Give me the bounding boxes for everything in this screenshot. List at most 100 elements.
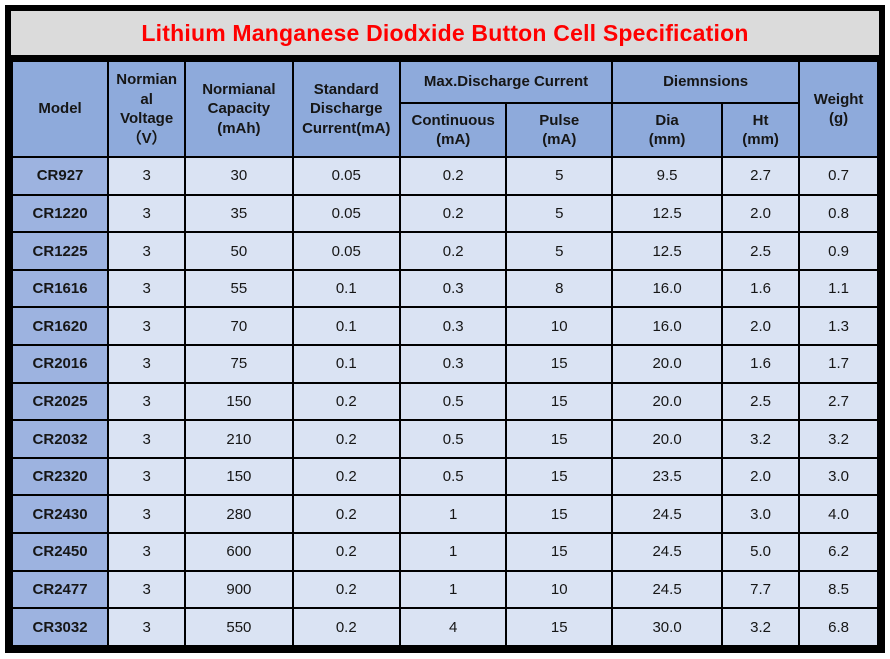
value-cell: 3 [107,456,187,497]
value-cell: 3 [107,344,187,384]
model-cell: CR2430 [10,494,110,535]
value-cell: 0.7 [798,156,879,196]
value-cell: 0.2 [398,193,508,234]
value-cell: 280 [184,494,294,535]
value-cell: 12.5 [611,231,724,271]
value-cell: 16.0 [611,268,724,309]
value-cell: 0.2 [291,494,401,535]
value-cell: 3.2 [721,607,801,647]
value-cell: 23.5 [611,456,724,497]
value-cell: 3.0 [721,494,801,535]
model-cell: CR3032 [10,607,110,647]
value-cell: 15 [505,607,614,647]
table-row: CR1225 3 50 0.05 0.2 5 12.5 2.5 0.9 [10,231,879,271]
value-cell: 70 [184,306,294,347]
value-cell: 24.5 [611,569,724,610]
value-cell: 2.7 [798,381,879,422]
value-cell: 16.0 [611,306,724,347]
value-cell: 0.8 [798,193,879,234]
value-cell: 4 [398,607,508,647]
value-cell: 15 [505,494,614,535]
model-cell: CR2025 [10,381,110,422]
value-cell: 0.1 [291,344,401,384]
value-cell: 3 [107,569,187,610]
value-cell: 30.0 [611,607,724,647]
model-cell: CR2016 [10,344,110,384]
header-group-row: Model Normian al Voltage （V） Normianal C… [10,60,879,158]
value-cell: 9.5 [611,156,724,196]
value-cell: 15 [505,456,614,497]
value-cell: 3 [107,231,187,271]
value-cell: 3 [107,381,187,422]
value-cell: 10 [505,569,614,610]
value-cell: 3 [107,306,187,347]
value-cell: 550 [184,607,294,647]
value-cell: 8 [505,268,614,309]
model-cell: CR2032 [10,419,110,459]
col-header-model: Model [10,60,110,158]
value-cell: 5.0 [721,532,801,572]
col-header-voltage: Normian al Voltage （V） [107,60,187,158]
value-cell: 210 [184,419,294,459]
value-cell: 0.5 [398,419,508,459]
value-cell: 3.0 [798,456,879,497]
value-cell: 3 [107,268,187,309]
value-cell: 20.0 [611,381,724,422]
value-cell: 1.1 [798,268,879,309]
col-group-dimensions: Diemnsions [611,60,801,104]
value-cell: 2.7 [721,156,801,196]
value-cell: 3 [107,156,187,196]
value-cell: 0.3 [398,268,508,309]
value-cell: 24.5 [611,494,724,535]
value-cell: 0.3 [398,344,508,384]
col-header-capacity: Normianal Capacity (mAh) [184,60,294,158]
value-cell: 0.1 [291,268,401,309]
value-cell: 15 [505,344,614,384]
value-cell: 3 [107,494,187,535]
value-cell: 3 [107,419,187,459]
value-cell: 0.05 [291,156,401,196]
col-header-dia: Dia (mm) [611,102,724,158]
value-cell: 30 [184,156,294,196]
value-cell: 12.5 [611,193,724,234]
value-cell: 15 [505,381,614,422]
value-cell: 3 [107,193,187,234]
col-group-max-discharge: Max.Discharge Current [398,60,614,104]
spec-sheet-frame: Lithium Manganese Diodxide Button Cell S… [5,5,885,653]
table-row: CR2025 3 150 0.2 0.5 15 20.0 2.5 2.7 [10,381,879,422]
value-cell: 0.5 [398,381,508,422]
table-row: CR2477 3 900 0.2 1 10 24.5 7.7 8.5 [10,569,879,610]
value-cell: 50 [184,231,294,271]
table-header: Model Normian al Voltage （V） Normianal C… [10,60,879,158]
value-cell: 1.7 [798,344,879,384]
spec-table: Model Normian al Voltage （V） Normianal C… [10,60,879,647]
table-row: CR2450 3 600 0.2 1 15 24.5 5.0 6.2 [10,532,879,572]
col-header-std-discharge: Standard Discharge Current(mA) [291,60,401,158]
model-cell: CR1225 [10,231,110,271]
value-cell: 24.5 [611,532,724,572]
value-cell: 0.2 [291,607,401,647]
value-cell: 3 [107,532,187,572]
header-sub-row: Continuous (mA) Pulse (mA) Dia (mm) Ht (… [12,102,878,158]
table-row: CR1620 3 70 0.1 0.3 10 16.0 2.0 1.3 [10,306,879,347]
value-cell: 2.5 [721,381,801,422]
table-row: CR2016 3 75 0.1 0.3 15 20.0 1.6 1.7 [10,344,879,384]
value-cell: 75 [184,344,294,384]
value-cell: 600 [184,532,294,572]
value-cell: 0.3 [398,306,508,347]
model-cell: CR927 [10,156,110,196]
value-cell: 0.2 [291,381,401,422]
value-cell: 6.8 [798,607,879,647]
value-cell: 3.2 [721,419,801,459]
page-title: Lithium Manganese Diodxide Button Cell S… [141,19,749,46]
value-cell: 15 [505,419,614,459]
value-cell: 20.0 [611,344,724,384]
value-cell: 2.0 [721,193,801,234]
value-cell: 1.6 [721,344,801,384]
value-cell: 2.5 [721,231,801,271]
col-header-ht: Ht (mm) [721,102,801,158]
value-cell: 1 [398,569,508,610]
value-cell: 150 [184,381,294,422]
col-header-weight: Weight (g) [798,60,879,158]
model-cell: CR1220 [10,193,110,234]
